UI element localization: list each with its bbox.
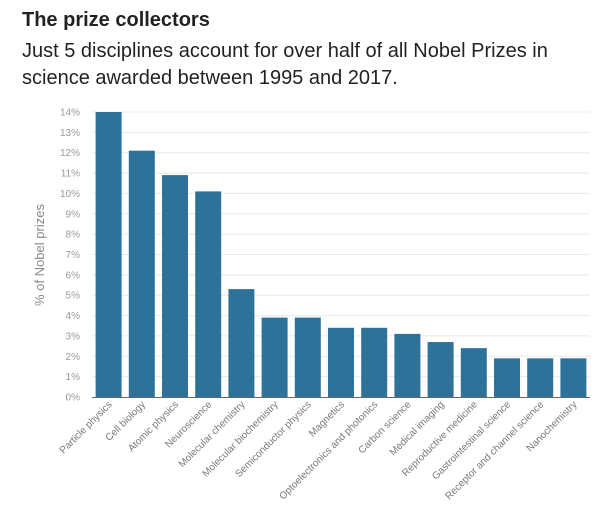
bar-optoelectronics-and-photonics	[361, 327, 388, 397]
bar-semiconductor-physics	[294, 317, 321, 397]
y-tick-label: 3%	[66, 331, 81, 342]
bar-carbon-science	[394, 333, 421, 397]
y-tick-label: 8%	[66, 230, 81, 241]
bar-neuroscience	[195, 191, 222, 397]
bar-receptor-and-channel-science	[527, 358, 554, 397]
chart-title: The prize collectors	[22, 9, 210, 31]
y-tick-label: 11%	[61, 169, 80, 180]
chart-subtitle: Just 5 disciplines account for over half…	[22, 40, 548, 89]
y-tick-label: 6%	[66, 270, 81, 281]
y-tick-label: 5%	[66, 291, 81, 302]
y-tick-label: 4%	[66, 311, 81, 322]
y-tick-label: 2%	[66, 352, 81, 363]
bar-medical-imaging	[427, 342, 454, 397]
y-tick-label: 9%	[66, 209, 81, 220]
bar-atomic-physics	[162, 175, 188, 397]
bar-gastrointestinal-science	[494, 358, 520, 397]
y-tick-label: 1%	[66, 372, 81, 383]
y-tick-label: 10%	[60, 189, 80, 200]
y-axis-ticks: 0% 1% 2% 3% 4% 5% 6% 7% 8% 9% 10% 11% 12% 13% 14%	[60, 108, 80, 404]
bar-cell-biology	[128, 150, 155, 397]
bar-magnetics	[328, 327, 354, 397]
x-tick-label: Particle physics	[58, 399, 115, 456]
bar-molecular-biochemistry	[261, 317, 288, 397]
bars	[95, 112, 587, 397]
y-tick-label: 14%	[60, 108, 80, 119]
y-tick-label: 12%	[60, 148, 80, 159]
bar-particle-physics	[95, 112, 122, 397]
y-tick-label: 13%	[60, 128, 80, 139]
bar-reproductive-medicine	[460, 348, 487, 397]
bar-molecular-chemistry	[228, 289, 255, 397]
bar-nanochemistry	[560, 358, 587, 397]
y-tick-label: 0%	[66, 393, 81, 404]
y-axis-label: % of Nobel prizes	[32, 204, 47, 306]
y-tick-label: 7%	[66, 250, 81, 261]
